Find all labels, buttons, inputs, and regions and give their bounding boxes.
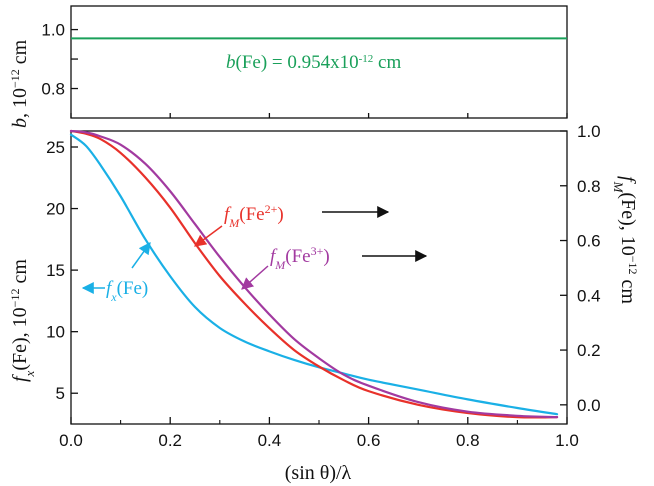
fm3-annotation-pointer [241,265,269,290]
fm3-label-sub: M [274,258,286,272]
fx-label: fx(Fe) [106,278,148,304]
curves [69,129,559,419]
x-tick-label: 0.6 [357,431,381,450]
left-ylabel-unit: cm [9,259,31,289]
b-annot-mid: (Fe) = 0.954x10 [236,52,359,73]
top-y-axis-label: b, 10−12 cm [8,39,31,128]
top-y-tick-label: 0.8 [41,80,65,99]
left-y-tick-label: 10 [46,323,65,342]
right-y-ticks: 0.0 0.2 0.4 0.6 0.8 1.0 [560,122,601,415]
b-annotation: b(Fe) = 0.954x10-12 cm [226,52,401,73]
right-ylabel-symbol: f [617,176,639,184]
fm3-label-close: ) [323,246,329,267]
x-tick-label: 0.8 [456,431,480,450]
fx-annotation: fx(Fe) [81,242,151,304]
fx-label-symbol: f [106,278,114,299]
fm2-label: fM(Fe2+) [224,202,284,230]
top-y-ticks: 0.8 1.0 [41,21,78,99]
right-y-tick-label: 0.8 [577,177,601,196]
b-annot-symbol: b [226,52,236,73]
x-tick-label: 0.2 [158,431,182,450]
top-plot-frame [70,5,568,119]
x-ticks: 0.0 0.2 0.4 0.6 0.8 1.0 [59,113,579,450]
x-tick-label: 1.0 [555,431,579,450]
top-ylabel-symbol: b [9,118,31,128]
fm3-label-sup: 3+ [311,244,324,258]
fx-annotation-pointer [131,242,151,269]
left-ylabel-symbol: f [9,374,31,382]
right-ylabel-mid: (Fe), 10 [617,192,639,255]
right-y-tick-label: 0.0 [577,396,601,415]
top-panel: 0.81.0 b(Fe) = 0.954x10-12 cm b, 10−12 c… [8,5,568,128]
fm3-label-symbol: f [270,246,278,267]
series-line-fx [69,133,559,416]
top-y-tick-label: 1.0 [41,21,65,40]
fm2-label-sup: 2+ [265,202,278,216]
right-y-tick-label: 1.0 [577,122,601,141]
top-ylabel-mid: , 10 [9,88,31,118]
b-annot-sup: -12 [359,53,374,65]
series-line-fm3 [69,129,559,419]
left-y-tick-label: 25 [46,138,65,157]
right-y-tick-label: 0.6 [577,232,601,251]
fx-label-text: (Fe) [117,278,149,299]
left-y-ticks: 5 10 15 20 25 [46,138,78,403]
right-ylabel-sub: M [612,181,627,194]
x-tick-label: 0.0 [59,431,83,450]
fm2-annotation-pointer [194,225,223,247]
fm2-label-sub: M [228,216,240,230]
fm3-annotation: fM(Fe3+) [241,244,428,290]
fm3-label: fM(Fe3+) [270,244,330,272]
left-ylabel-mid: (Fe), 10 [9,307,31,370]
right-y-tick-label: 0.4 [577,286,601,305]
left-y-tick-label: 20 [46,200,65,219]
right-ylabel-unit: cm [617,275,639,305]
right-y-axis-label: fM(Fe), 10−12 cm [612,176,641,304]
fm2-label-symbol: f [224,204,232,225]
top-ylabel-unit: cm [9,39,31,69]
right-ylabel-sup: −12 [626,256,640,275]
left-y-tick-label: 15 [46,261,65,280]
fm2-annotation: fM(Fe2+) [194,202,390,247]
x-tick-label: 0.4 [258,431,282,450]
left-y-axis-label: fx(Fe), 10−12 cm [8,259,37,382]
left-y-tick-label: 5 [56,384,65,403]
left-ylabel-sub: x [22,370,37,377]
left-ylabel-sup: −12 [8,289,22,308]
series-line-fm2 [69,129,559,419]
fm3-label-text: (Fe [285,246,310,267]
top-ylabel-sup: −12 [8,69,22,88]
right-y-tick-label: 0.2 [577,341,601,360]
fx-label-sub: x [110,290,117,304]
fm2-label-close: ) [277,204,283,225]
fm2-label-text: (Fe [239,204,264,225]
x-axis-label: (sin θ)/λ [285,462,352,484]
b-annot-unit: cm [373,52,401,73]
